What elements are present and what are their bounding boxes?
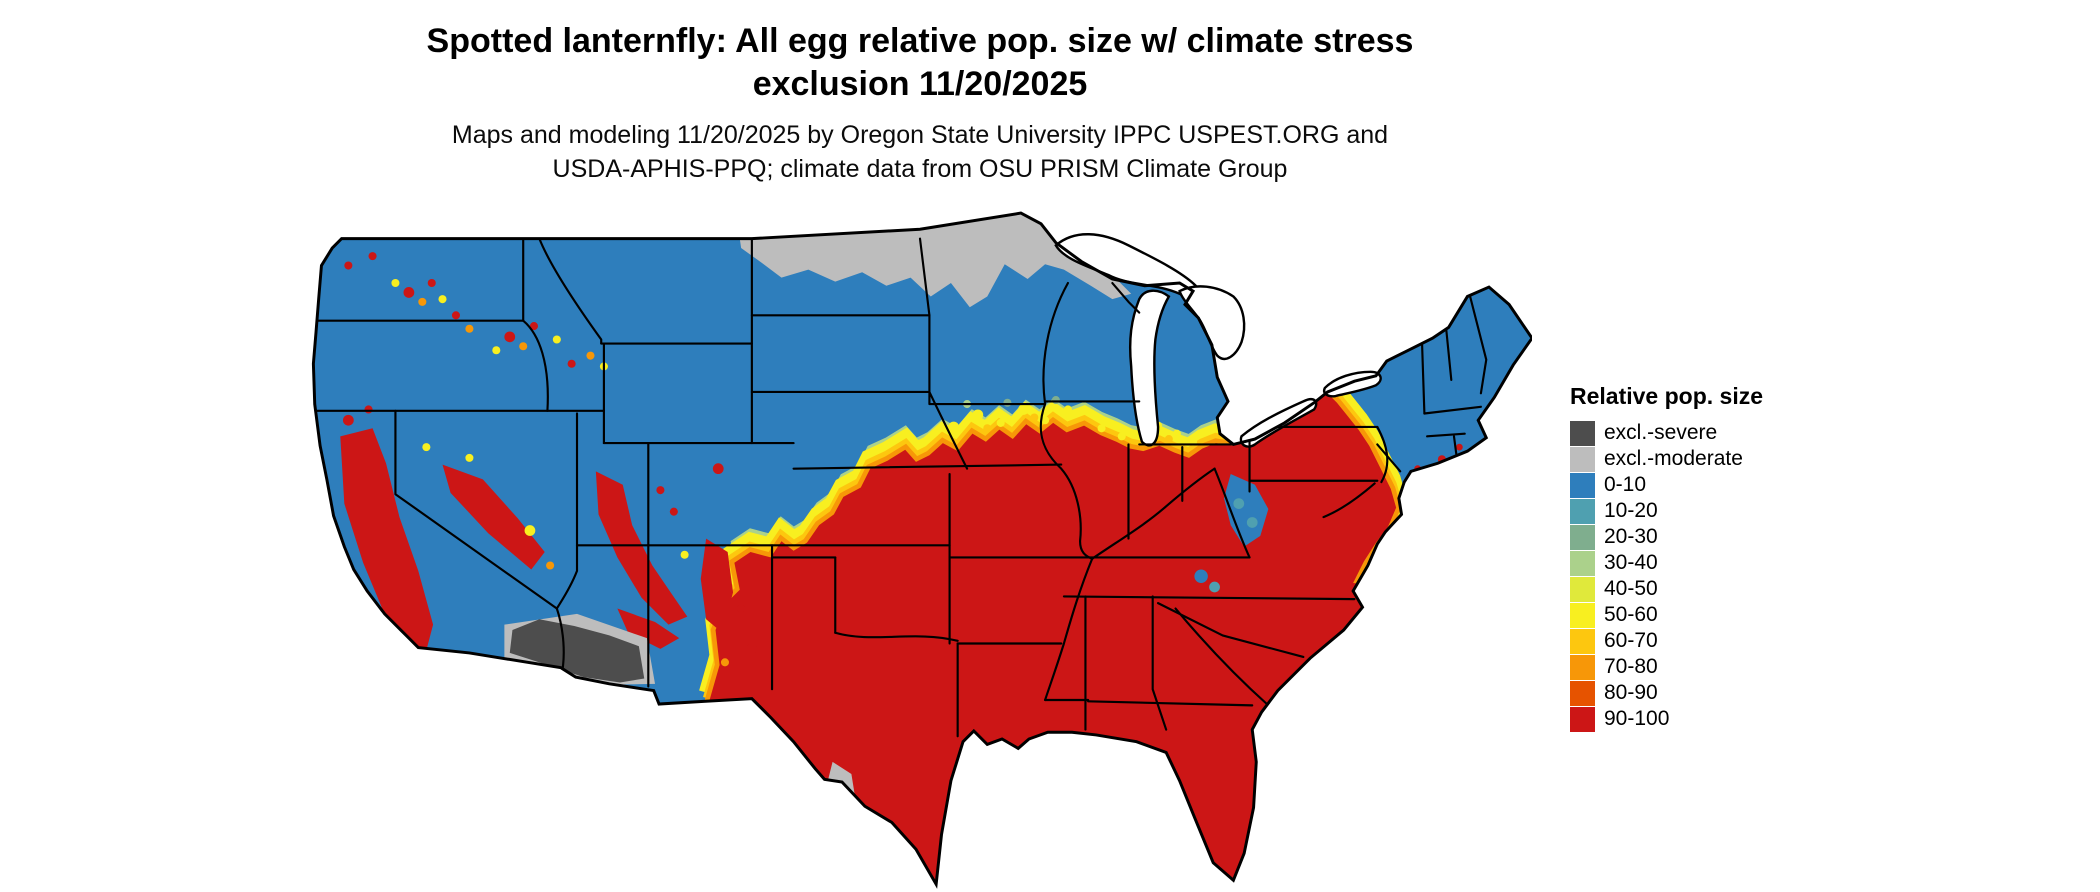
legend-item: 10-20 <box>1570 498 1763 524</box>
legend-swatch <box>1570 576 1595 602</box>
legend-swatch <box>1570 706 1595 732</box>
map-region-red-utah-arizona <box>595 471 688 625</box>
header: Spotted lanternfly: All egg relative pop… <box>0 20 1840 186</box>
legend-item-label: 80-90 <box>1604 681 1658 704</box>
legend-item: 0-10 <box>1570 472 1763 498</box>
legend-swatch <box>1570 446 1595 472</box>
map-subtitle-line2: USDA-APHIS-PPQ; climate data from OSU PR… <box>552 155 1288 183</box>
legend-item-label: 90-100 <box>1604 707 1670 730</box>
legend-item-label: 20-30 <box>1604 525 1658 548</box>
map-region-excl-severe-southwest <box>509 619 645 683</box>
us-map <box>311 211 1532 886</box>
map-dot-blue <box>1194 569 1208 583</box>
legend-item-label: 30-40 <box>1604 551 1658 574</box>
legend-swatch <box>1570 498 1595 524</box>
legend-item: 90-100 <box>1570 706 1763 732</box>
legend-swatch <box>1570 628 1595 654</box>
map-title-line1: Spotted lanternfly: All egg relative pop… <box>426 22 1414 60</box>
map-region-red-california <box>340 428 434 651</box>
map-title-line2: exclusion 11/20/2025 <box>752 65 1088 103</box>
map-region-red-new-mexico <box>700 538 734 633</box>
legend-item-label: 60-70 <box>1604 629 1658 652</box>
lake-michigan <box>1128 289 1171 447</box>
legend-item: 80-90 <box>1570 680 1763 706</box>
map-dot-teal <box>1246 517 1258 528</box>
legend-swatch <box>1570 472 1595 498</box>
legend: Relative pop. size excl.-severe excl.-mod… <box>1570 383 1763 732</box>
legend-item: 30-40 <box>1570 550 1763 576</box>
legend-swatch <box>1570 550 1595 576</box>
map-state-borders <box>313 237 1488 738</box>
legend-item-label: 40-50 <box>1604 577 1658 600</box>
map-subtitle: Maps and modeling 11/20/2025 by Oregon S… <box>0 118 1840 186</box>
legend-swatch <box>1570 680 1595 706</box>
map-region-blue-appalachia <box>1223 474 1269 547</box>
map-dot-teal <box>1233 498 1245 509</box>
legend-title: Relative pop. size <box>1570 383 1764 409</box>
map-fill-layers <box>313 213 1532 885</box>
map-dot-teal <box>1209 581 1220 593</box>
legend-item-label: 50-60 <box>1604 603 1658 626</box>
legend-item: 20-30 <box>1570 524 1763 550</box>
legend-item-label: excl.-severe <box>1604 421 1718 444</box>
legend-swatch <box>1570 654 1595 680</box>
legend-item-label: 70-80 <box>1604 655 1658 678</box>
legend-item-label: excl.-moderate <box>1604 447 1743 470</box>
legend-item: 70-80 <box>1570 654 1763 680</box>
legend-item: 40-50 <box>1570 576 1763 602</box>
legend-swatch <box>1570 524 1595 550</box>
legend-items: excl.-severe excl.-moderate 0-10 10-20 20-30… <box>1570 420 1763 732</box>
legend-swatch <box>1570 602 1595 628</box>
legend-item: 60-70 <box>1570 628 1763 654</box>
map-subtitle-line1: Maps and modeling 11/20/2025 by Oregon S… <box>451 121 1389 149</box>
map-region-red-nevada <box>442 464 545 570</box>
legend-item-label: 10-20 <box>1604 499 1658 522</box>
legend-item: excl.-moderate <box>1570 446 1763 472</box>
legend-swatch <box>1570 420 1595 446</box>
legend-item: 50-60 <box>1570 602 1763 628</box>
map-great-lakes <box>1054 233 1382 448</box>
legend-item-label: 0-10 <box>1604 473 1647 496</box>
legend-item: excl.-severe <box>1570 420 1763 446</box>
map-speckles-northwest <box>342 252 758 667</box>
